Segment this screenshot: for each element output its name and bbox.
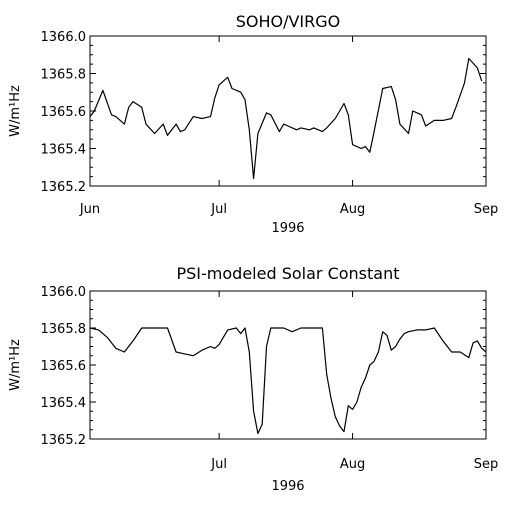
y-tick-label: 1365.4 (41, 396, 87, 411)
x-tick-label: Jul (210, 202, 227, 217)
y-tick-label: 1366.0 (41, 30, 87, 45)
panel-soho-virgo: SOHO/VIRGO W/m¹Hz 1996 1365.21365.41365.… (8, 12, 498, 236)
x-axis-label: 1996 (271, 479, 304, 494)
chart-title: PSI-modeled Solar Constant (177, 264, 400, 283)
plot-frame (89, 35, 487, 187)
plot-frame (89, 290, 487, 440)
tick-group: 1365.2 1365.4 1365.6 1365.8 1366.0 Jul Aug Sep (41, 285, 499, 472)
tick-group: 1365.2 1365.4 1365.6 1365.8 1366.0 Jun Jul Aug S… (41, 30, 499, 217)
series-line (89, 57, 483, 180)
y-tick-label: 1366.0 (41, 285, 87, 300)
x-tick-label: Aug (340, 202, 365, 217)
x-tick-label: Sep (474, 457, 499, 472)
y-axis-label: W/m¹Hz (8, 85, 23, 137)
x-tick-label: Jul (210, 457, 227, 472)
y-tick-label: 1365.6 (41, 359, 87, 374)
y-tick-label: 1365.6 (41, 105, 87, 120)
series-line (89, 327, 487, 435)
y-tick-label: 1365.8 (41, 68, 87, 83)
y-tick-label: 1365.8 (41, 322, 87, 337)
x-tick-label: Sep (474, 202, 499, 217)
y-tick-label: 1365.2 (41, 433, 87, 448)
y-axis-label: W/m¹Hz (8, 339, 23, 391)
x-tick-label: Jun (79, 202, 100, 217)
x-tick-label: Aug (340, 457, 365, 472)
panel-psi-model: PSI-modeled Solar Constant W/m¹Hz 1996 1… (8, 264, 498, 494)
chart-title: SOHO/VIRGO (236, 12, 341, 31)
y-tick-label: 1365.2 (41, 180, 87, 195)
x-axis-label: 1996 (271, 221, 304, 236)
y-tick-label: 1365.4 (41, 143, 87, 158)
